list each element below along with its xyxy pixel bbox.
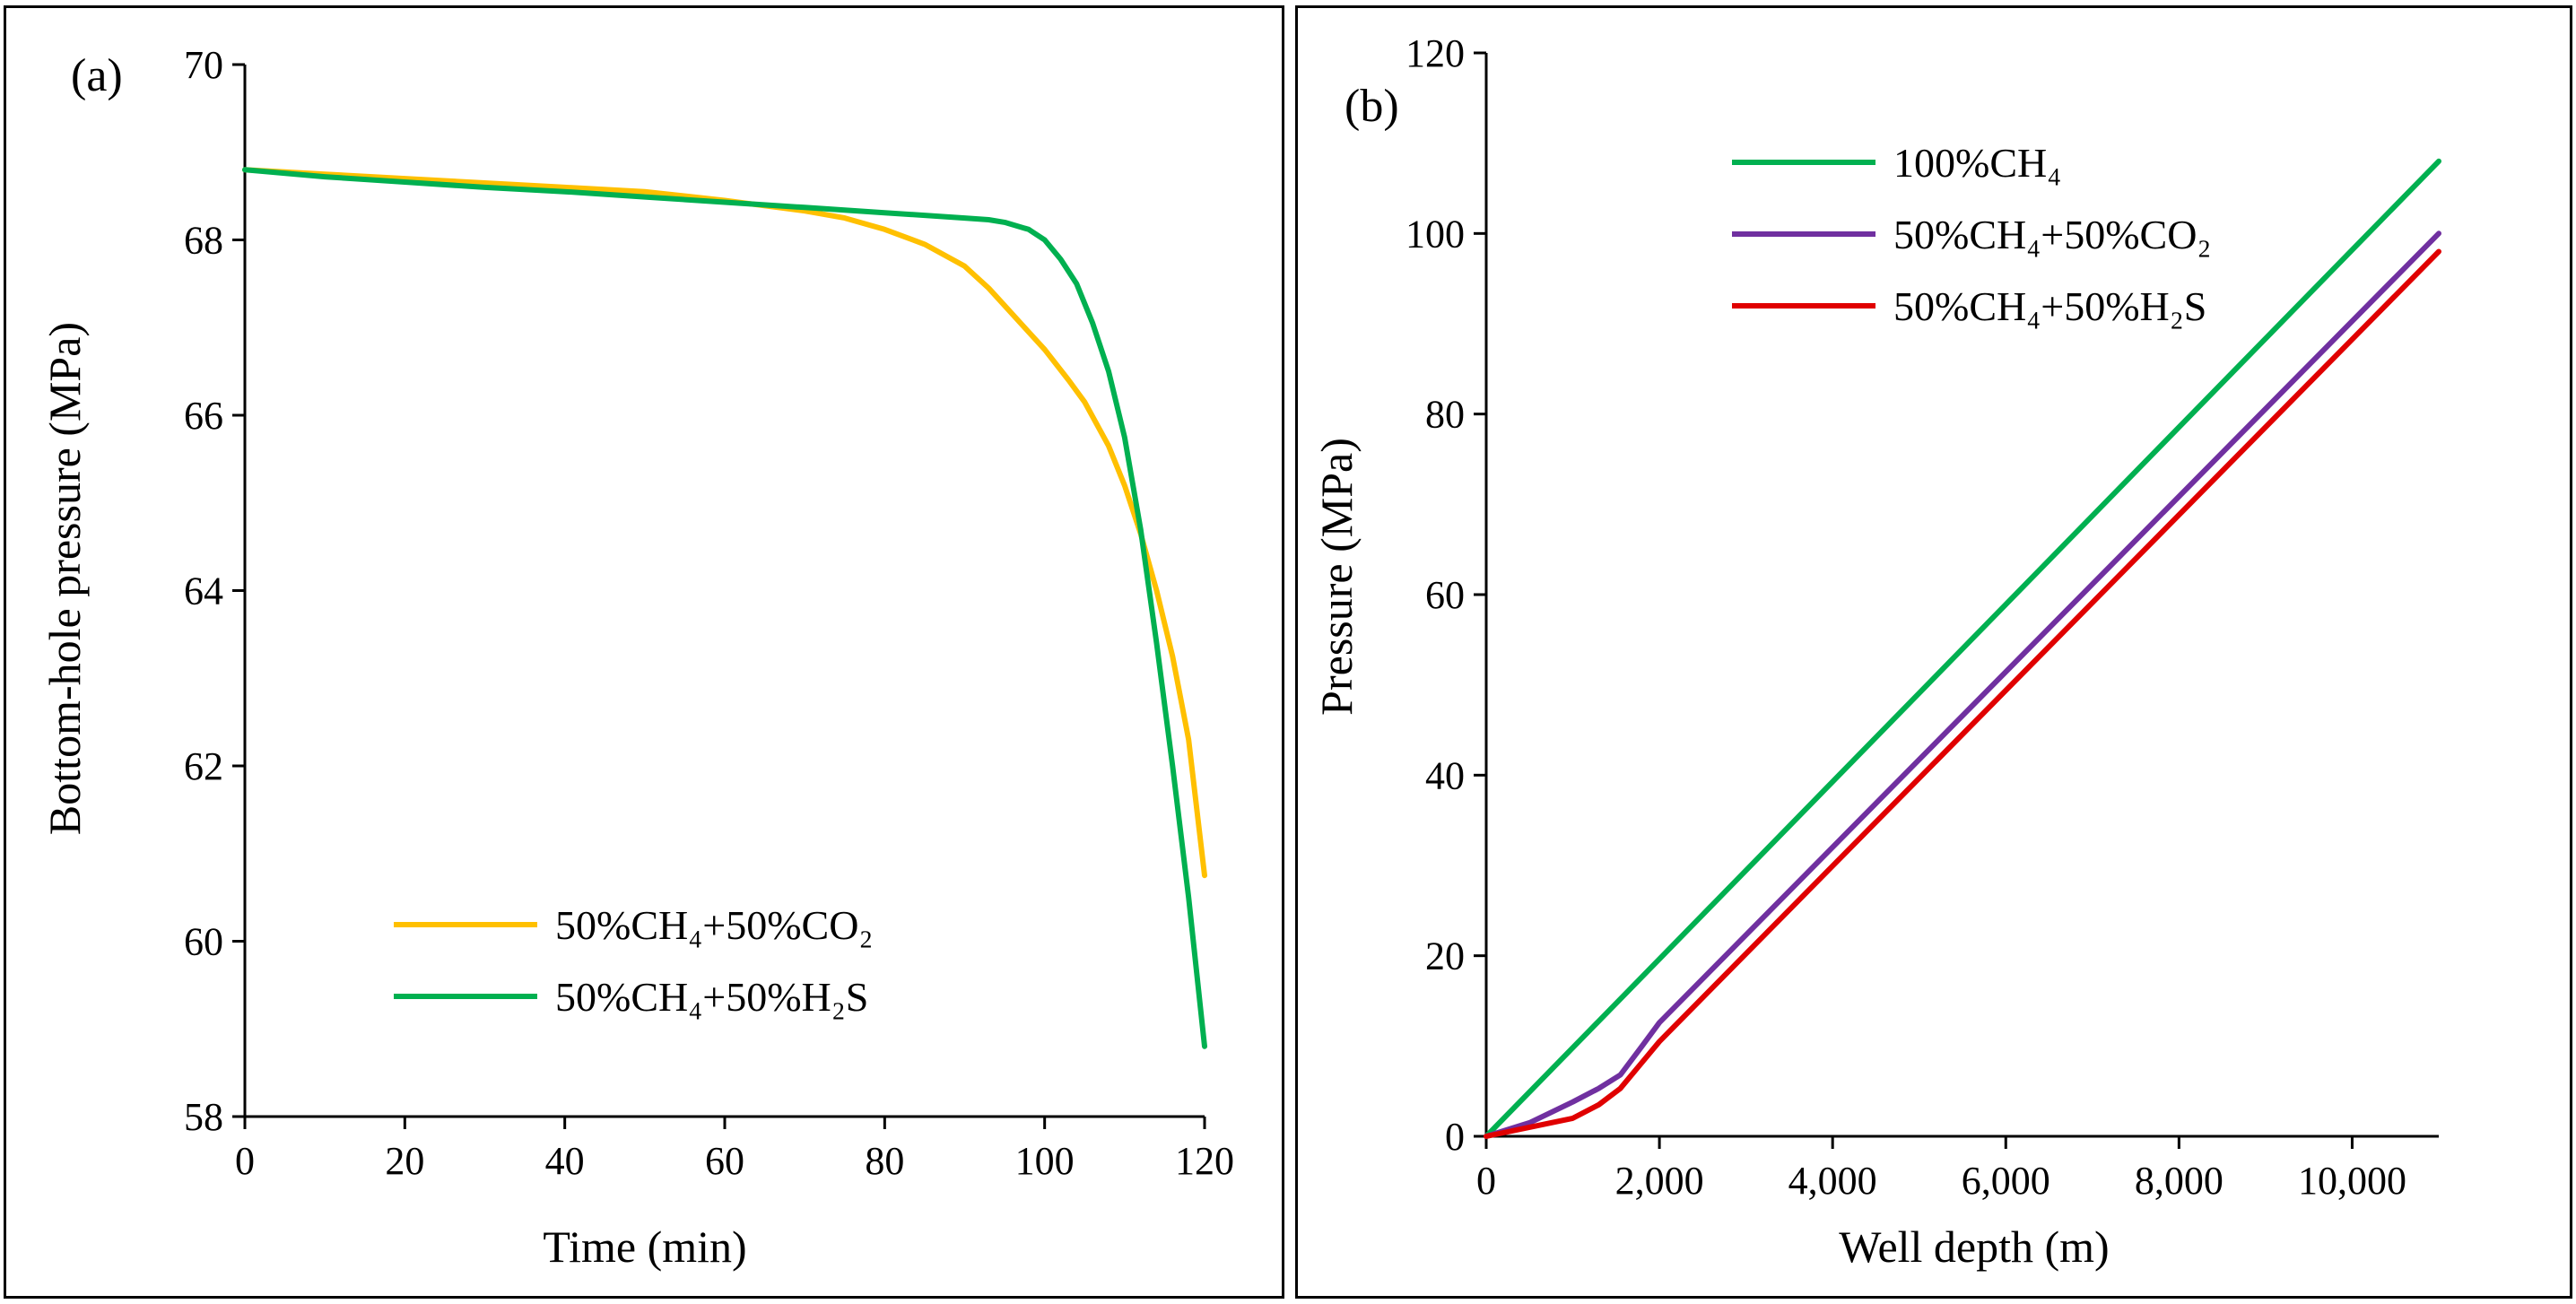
chart-a-svg: (a) Time (min) Bottom-hole pressure (MPa… xyxy=(39,43,1234,1272)
y-axis-title-a: Bottom-hole pressure (MPa) xyxy=(39,322,90,835)
x-tick-label-b: 2,000 xyxy=(1615,1159,1704,1203)
legend-label-a-2: 50%CH₄+50%H₂S xyxy=(555,974,868,1020)
legend-b: 100%CH₄ 50%CH₄+50%CO₂ 50%CH₄+50%H₂S xyxy=(1732,140,2211,329)
x-tick-label-b: 4,000 xyxy=(1788,1159,1877,1203)
y-tick-label-b: 120 xyxy=(1405,31,1465,75)
series-line-a-1 xyxy=(242,167,1207,879)
legend-label-b-2: 50%CH₄+50%CO₂ xyxy=(1893,212,2211,257)
y-tick-label-a: 68 xyxy=(184,219,223,263)
y-tick-label-a: 62 xyxy=(184,744,223,788)
y-tick-label-b: 100 xyxy=(1405,212,1465,256)
series-line-b-1 xyxy=(1484,158,2441,1139)
y-tick-label-b: 40 xyxy=(1425,753,1465,797)
x-axis-title-a: Time (min) xyxy=(543,1221,746,1272)
y-tick-label-a: 60 xyxy=(184,920,223,964)
y-tick-label-a: 58 xyxy=(184,1095,223,1139)
legend-label-b-1: 100%CH₄ xyxy=(1893,140,2061,186)
x-tick-label-a: 100 xyxy=(1015,1139,1075,1183)
series-line-b-3 xyxy=(1484,248,2441,1139)
panel-label-b: (b) xyxy=(1345,81,1399,132)
chart-b-svg: (b) Well depth (m) Pressure (MPa) 0 20 40 6… xyxy=(1311,31,2441,1272)
x-tick-label-a: 40 xyxy=(545,1139,585,1183)
series-line-b-2 xyxy=(1484,230,2441,1139)
y-tick-label-a: 64 xyxy=(184,569,223,613)
y-tick-label-b: 20 xyxy=(1425,935,1465,978)
x-tick-label-a: 0 xyxy=(235,1139,255,1183)
y-tick-label-a: 66 xyxy=(184,394,223,438)
x-tick-label-b: 6,000 xyxy=(1962,1159,2050,1203)
x-tick-label-b: 10,000 xyxy=(2298,1159,2406,1203)
legend-label-b-3: 50%CH₄+50%H₂S xyxy=(1893,283,2206,329)
series-line-a-2 xyxy=(242,167,1207,1049)
chart-panel-b: (b) Well depth (m) Pressure (MPa) 0 20 40 6… xyxy=(1295,5,2572,1299)
x-tick-label-a: 80 xyxy=(865,1139,904,1183)
x-tick-label-a: 60 xyxy=(705,1139,744,1183)
y-tick-label-b: 60 xyxy=(1425,573,1465,617)
y-tick-label-b: 0 xyxy=(1445,1115,1465,1159)
y-tick-label-a: 70 xyxy=(184,43,223,87)
y-axis-title-b: Pressure (MPa) xyxy=(1311,438,1362,716)
chart-panel-a: (a) Time (min) Bottom-hole pressure (MPa… xyxy=(4,5,1284,1299)
legend-a: 50%CH₄+50%CO₂ 50%CH₄+50%H₂S xyxy=(394,902,873,1020)
x-tick-label-a: 20 xyxy=(385,1139,424,1183)
legend-label-a-1: 50%CH₄+50%CO₂ xyxy=(555,902,873,948)
x-tick-label-a: 120 xyxy=(1175,1139,1234,1183)
panel-label-a: (a) xyxy=(71,50,123,101)
y-tick-label-b: 80 xyxy=(1425,393,1465,437)
x-tick-label-b: 0 xyxy=(1476,1159,1496,1203)
x-axis-title-b: Well depth (m) xyxy=(1839,1221,2109,1272)
x-tick-label-b: 8,000 xyxy=(2135,1159,2224,1203)
